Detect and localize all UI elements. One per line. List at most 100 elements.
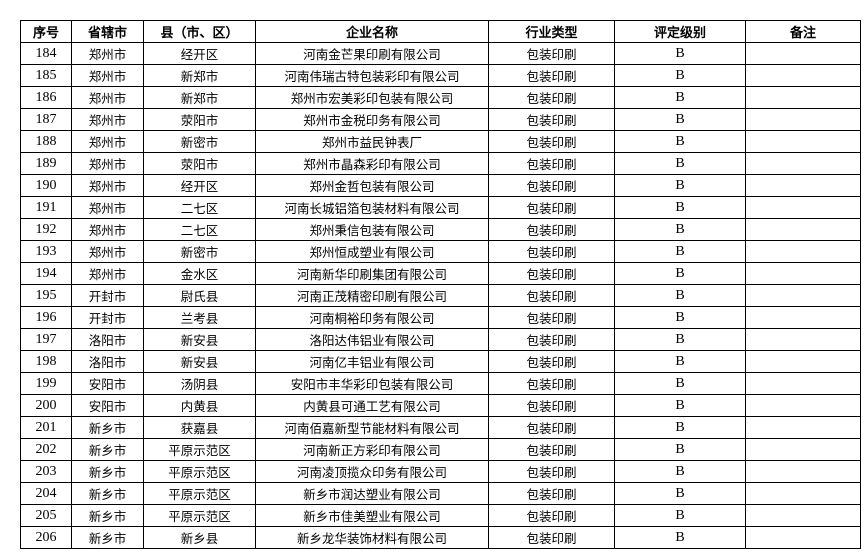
table-cell: 河南新正方彩印有限公司	[255, 438, 489, 461]
table-cell: B	[614, 372, 746, 395]
empty-cell	[745, 240, 861, 263]
table-cell: 新安县	[143, 350, 256, 373]
table-row: 184 郑州市 经开区 河南金芒果印刷有限公司 包装印刷 B	[20, 42, 861, 65]
table-cell: 河南长城铝箔包装材料有限公司	[255, 196, 489, 219]
table-cell: 安阳市	[71, 394, 144, 417]
table-cell: B	[614, 108, 746, 131]
table-row: 190 郑州市 经开区 郑州金哲包装有限公司 包装印刷 B	[20, 174, 861, 197]
table-cell: 郑州市	[71, 108, 144, 131]
table-cell: B	[614, 438, 746, 461]
table-cell: 184	[20, 42, 72, 65]
table-row: 187 郑州市 荥阳市 郑州市金税印务有限公司 包装印刷 B	[20, 108, 861, 131]
table-cell: 187	[20, 108, 72, 131]
table-cell: B	[614, 262, 746, 285]
table-cell: 兰考县	[143, 306, 256, 329]
table-cell: 198	[20, 350, 72, 373]
table-cell: B	[614, 328, 746, 351]
table-row: 199 安阳市 汤阴县 安阳市丰华彩印包装有限公司 包装印刷 B	[20, 372, 861, 395]
table-cell: 199	[20, 372, 72, 395]
table-cell: 包装印刷	[488, 86, 615, 109]
table-cell: 二七区	[143, 218, 256, 241]
empty-cell	[745, 196, 861, 219]
table-cell: 包装印刷	[488, 130, 615, 153]
table-cell: 新乡市	[71, 504, 144, 527]
table-cell: 郑州市	[71, 42, 144, 65]
table-cell: 安阳市丰华彩印包装有限公司	[255, 372, 489, 395]
table-cell: 包装印刷	[488, 306, 615, 329]
table-cell: 202	[20, 438, 72, 461]
table-cell: 包装印刷	[488, 108, 615, 131]
data-table: 序号 省辖市 县（市、区） 企业名称 行业类型 评定级别 备注 184 郑州市 经开区 河南金芒果…	[20, 20, 861, 549]
table-cell: 新乡市	[71, 416, 144, 439]
empty-cell	[745, 262, 861, 285]
empty-cell	[745, 438, 861, 461]
table-cell: 开封市	[71, 306, 144, 329]
table-cell: 185	[20, 64, 72, 87]
empty-cell	[745, 350, 861, 373]
table-row: 195 开封市 尉氏县 河南正茂精密印刷有限公司 包装印刷 B	[20, 284, 861, 307]
table-cell: 经开区	[143, 42, 256, 65]
table-cell: 包装印刷	[488, 416, 615, 439]
table-cell: 郑州市晶森彩印有限公司	[255, 152, 489, 175]
empty-cell	[745, 504, 861, 527]
table-cell: 192	[20, 218, 72, 241]
table-cell: 包装印刷	[488, 394, 615, 417]
table-cell: 206	[20, 526, 72, 549]
table-cell: 郑州市	[71, 218, 144, 241]
table-cell: 包装印刷	[488, 64, 615, 87]
table-cell: B	[614, 42, 746, 65]
table-row: 200 安阳市 内黄县 内黄县可通工艺有限公司 包装印刷 B	[20, 394, 861, 417]
table-cell: 荥阳市	[143, 108, 256, 131]
table-cell: 新乡市佳美塑业有限公司	[255, 504, 489, 527]
empty-cell	[745, 416, 861, 439]
table-cell: 河南金芒果印刷有限公司	[255, 42, 489, 65]
table-cell: 包装印刷	[488, 504, 615, 527]
table-cell: 郑州市	[71, 130, 144, 153]
table-cell: 186	[20, 86, 72, 109]
table-cell: B	[614, 86, 746, 109]
table-cell: 洛阳市	[71, 328, 144, 351]
table-cell: 新乡市	[71, 482, 144, 505]
table-cell: B	[614, 504, 746, 527]
table-cell: 200	[20, 394, 72, 417]
table-cell: 191	[20, 196, 72, 219]
table-cell: 郑州市	[71, 174, 144, 197]
table-cell: B	[614, 130, 746, 153]
table-cell: 193	[20, 240, 72, 263]
table-cell: 包装印刷	[488, 482, 615, 505]
header-cell: 序号	[20, 20, 72, 43]
table-row: 186 郑州市 新郑市 郑州市宏美彩印包装有限公司 包装印刷 B	[20, 86, 861, 109]
table-cell: B	[614, 240, 746, 263]
table-cell: 河南凌顶揽众印务有限公司	[255, 460, 489, 483]
table-cell: 汤阴县	[143, 372, 256, 395]
empty-cell	[745, 372, 861, 395]
empty-cell	[745, 460, 861, 483]
empty-cell	[745, 218, 861, 241]
empty-cell	[745, 42, 861, 65]
table-cell: 河南佰嘉新型节能材料有限公司	[255, 416, 489, 439]
empty-cell	[745, 152, 861, 175]
table-cell: 开封市	[71, 284, 144, 307]
table-cell: 安阳市	[71, 372, 144, 395]
table-cell: 郑州秉信包装有限公司	[255, 218, 489, 241]
table-cell: 新安县	[143, 328, 256, 351]
table-cell: 188	[20, 130, 72, 153]
table-cell: B	[614, 416, 746, 439]
table-cell: B	[614, 218, 746, 241]
table-cell: 包装印刷	[488, 218, 615, 241]
table-cell: 包装印刷	[488, 328, 615, 351]
table-row: 193 郑州市 新密市 郑州恒成塑业有限公司 包装印刷 B	[20, 240, 861, 263]
table-cell: 包装印刷	[488, 196, 615, 219]
table-cell: 河南桐裕印务有限公司	[255, 306, 489, 329]
table-row: 185 郑州市 新郑市 河南伟瑞古特包装彩印有限公司 包装印刷 B	[20, 64, 861, 87]
table-body: 184 郑州市 经开区 河南金芒果印刷有限公司 包装印刷 B 185 郑州市 新郑市 河南伟瑞古特…	[20, 42, 861, 549]
table-cell: B	[614, 460, 746, 483]
table-row: 188 郑州市 新密市 郑州市益民钟表厂 包装印刷 B	[20, 130, 861, 153]
empty-cell	[745, 284, 861, 307]
header-cell: 行业类型	[488, 20, 615, 43]
table-cell: 包装印刷	[488, 438, 615, 461]
table-cell: B	[614, 306, 746, 329]
table-cell: 郑州市	[71, 240, 144, 263]
table-cell: B	[614, 152, 746, 175]
table-cell: 平原示范区	[143, 460, 256, 483]
